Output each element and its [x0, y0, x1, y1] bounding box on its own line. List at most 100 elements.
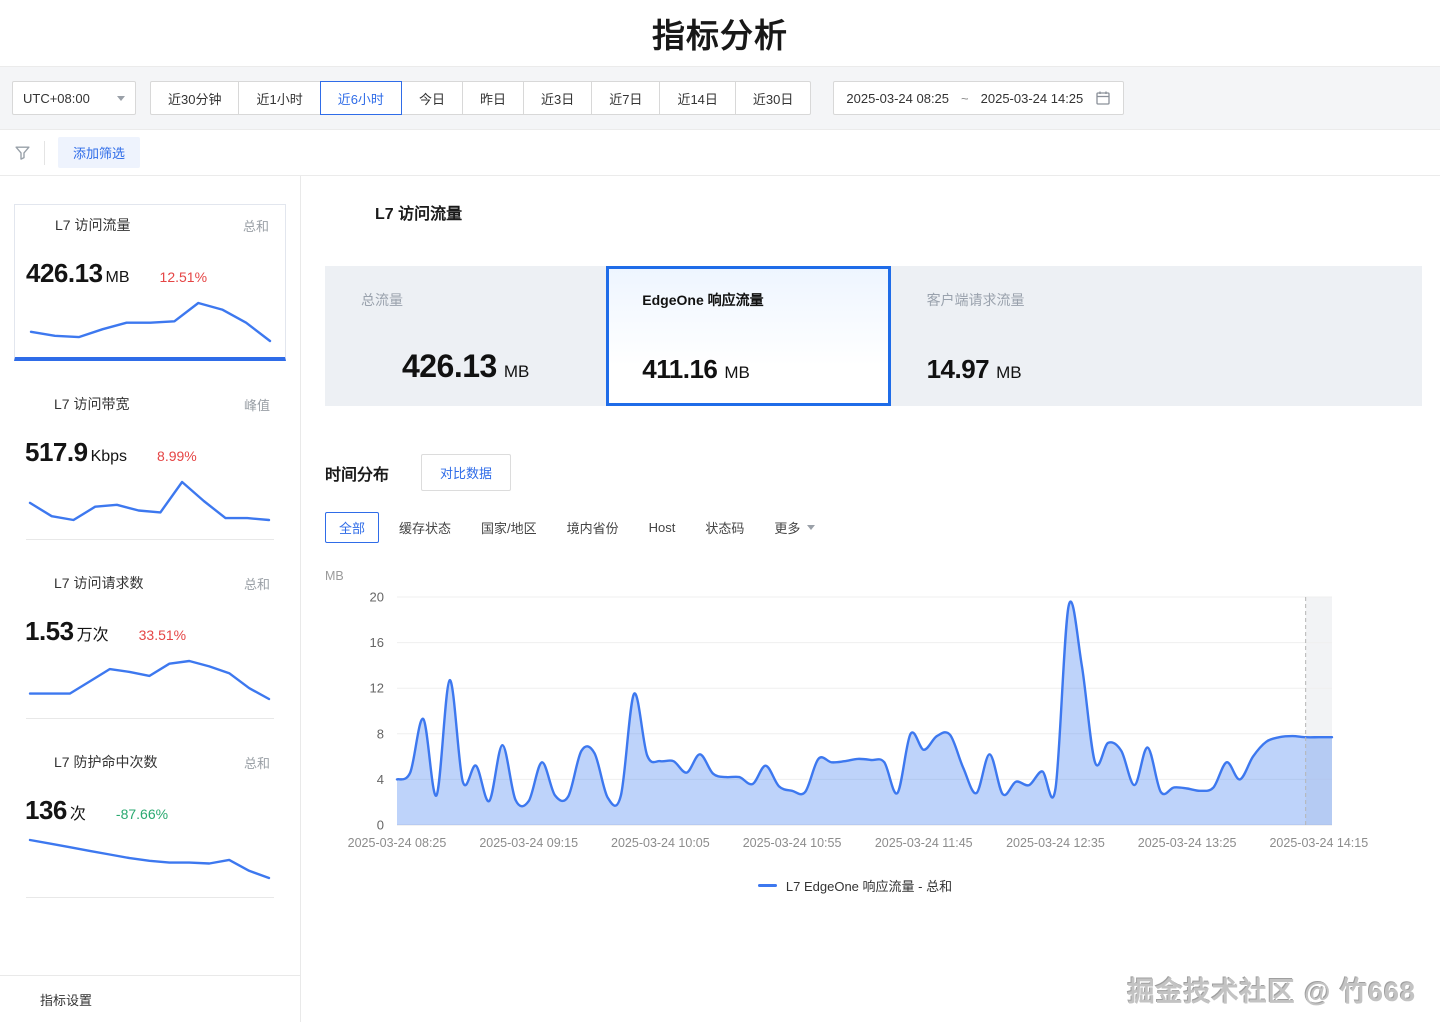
dimension-more-label: 更多 [774, 521, 801, 536]
metric-value-row: 1.53 万次 33.51% [14, 616, 286, 647]
timezone-value: UTC+08:00 [23, 90, 90, 106]
dimension-tab-1[interactable]: 缓存状态 [399, 521, 452, 536]
stat-tab-unit: MB [503, 362, 530, 381]
metric-value: 517.9 [25, 437, 88, 467]
metric-card-head: L7 访问请求数 总和 [14, 573, 286, 593]
metric-card-head: L7 防护命中次数 总和 [14, 752, 286, 772]
page-header: 指标分析 [0, 0, 1440, 66]
metric-card-1[interactable]: L7 访问带宽 峰值 517.9 Kbps 8.99% [14, 384, 286, 540]
metric-card-title: L7 访问流量 [55, 217, 131, 233]
dimension-tabs: 全部 缓存状态 国家/地区 境内省份 Host 状态码 更多 [325, 512, 1422, 543]
date-range-end: 2025-03-24 14:25 [980, 90, 1084, 106]
stat-tab-value-row: 426.13 MB [361, 348, 606, 385]
stat-tab-unit: MB [996, 363, 1022, 382]
dimension-tab-2[interactable]: 国家/地区 [481, 521, 537, 536]
chevron-down-icon [117, 95, 125, 101]
time-range-button-8[interactable]: 近30日 [734, 81, 812, 115]
date-range-start: 2025-03-24 08:25 [846, 90, 950, 106]
compare-data-button[interactable]: 对比数据 [421, 454, 512, 491]
time-range-button-6[interactable]: 近7日 [591, 81, 661, 115]
filter-bar: 添加筛选 [0, 130, 1440, 176]
metric-card-title: L7 访问带宽 [54, 396, 130, 412]
metric-sparkline [28, 480, 271, 522]
svg-text:2025-03-24 13:25: 2025-03-24 13:25 [1138, 836, 1237, 850]
metric-card-3[interactable]: L7 防护命中次数 总和 136 次 -87.66% [14, 742, 286, 898]
metric-card-title: L7 防护命中次数 [54, 754, 158, 770]
dimension-tab-3[interactable]: 境内省份 [566, 521, 619, 536]
svg-text:2025-03-24 10:55: 2025-03-24 10:55 [743, 836, 842, 850]
metric-sparkline [28, 838, 271, 880]
metric-unit: Kbps [90, 448, 128, 465]
chart-legend[interactable]: L7 EdgeOne 响应流量 - 总和 [325, 876, 1385, 895]
svg-text:2025-03-24 09:15: 2025-03-24 09:15 [479, 836, 578, 850]
time-range-button-3[interactable]: 今日 [400, 81, 463, 115]
y-axis-unit-label: MB [325, 569, 344, 583]
calendar-icon[interactable] [1095, 90, 1111, 106]
time-range-group: 近30分钟 近1小时 近6小时 今日 昨日 近3日 近7日 近14日 近30日 [150, 81, 812, 115]
svg-text:2025-03-24 08:25: 2025-03-24 08:25 [348, 836, 447, 850]
time-range-button-1[interactable]: 近1小时 [238, 81, 321, 115]
stat-tab-label: 客户端请求流量 [926, 292, 1025, 308]
funnel-icon[interactable] [14, 144, 31, 161]
metric-sparkline [28, 659, 271, 701]
stat-tab-value: 14.97 [926, 354, 990, 384]
stat-tab-value: 411.16 [642, 354, 718, 384]
sidebar-footer: 指标设置 [0, 975, 300, 1022]
chevron-down-icon [807, 525, 816, 530]
svg-text:16: 16 [370, 635, 384, 650]
page-title: 指标分析 [652, 17, 788, 54]
svg-text:2025-03-24 11:45: 2025-03-24 11:45 [875, 836, 973, 850]
time-toolbar: UTC+08:00 近30分钟 近1小时 近6小时 今日 昨日 近3日 近7日 近14日 近30… [0, 66, 1440, 130]
metric-delta: 33.51% [138, 627, 187, 643]
main-panel: L7 访问流量 总流量 426.13 MB EdgeOne 响应流量 411.16 MB 客… [301, 176, 1440, 1022]
metric-settings-link[interactable]: 指标设置 [40, 992, 93, 1008]
svg-text:2025-03-24 10:05: 2025-03-24 10:05 [611, 836, 710, 850]
dimension-more-dropdown[interactable]: 更多 [774, 518, 816, 537]
svg-text:4: 4 [377, 772, 384, 787]
svg-text:0: 0 [377, 818, 384, 833]
metric-agg-label: 总和 [242, 218, 269, 234]
distribution-title: 时间分布 [325, 466, 390, 484]
metric-value: 426.13 [26, 258, 103, 288]
add-filter-button[interactable]: 添加筛选 [58, 137, 141, 168]
dimension-tab-5[interactable]: 状态码 [705, 521, 745, 536]
stat-tab-1[interactable]: EdgeOne 响应流量 411.16 MB [606, 266, 891, 406]
dimension-tab-4[interactable]: Host [648, 520, 676, 535]
metric-card-2[interactable]: L7 访问请求数 总和 1.53 万次 33.51% [14, 563, 286, 719]
metric-sparkline [29, 301, 272, 343]
stat-tab-value-row: 14.97 MB [927, 354, 1422, 385]
stat-tab-2[interactable]: 客户端请求流量 14.97 MB [890, 266, 1423, 406]
content-area: L7 访问流量 总和 426.13 MB 12.51% L7 访问带宽 峰值 517.9 Kbp… [0, 176, 1440, 1022]
stat-tab-0[interactable]: 总流量 426.13 MB [325, 266, 607, 406]
legend-label: L7 EdgeOne 响应流量 - 总和 [785, 879, 953, 894]
stat-tab-label: 总流量 [361, 292, 403, 308]
svg-text:8: 8 [377, 726, 384, 741]
metric-sparkline-wrap [26, 478, 274, 540]
dimension-tab-0[interactable]: 全部 [325, 512, 380, 543]
time-range-button-4[interactable]: 昨日 [461, 81, 524, 115]
time-range-button-0[interactable]: 近30分钟 [150, 81, 240, 115]
metric-sparkline-wrap [27, 299, 273, 357]
section-title: L7 访问流量 [375, 206, 463, 223]
svg-text:20: 20 [370, 590, 384, 605]
metric-sparkline-wrap [26, 657, 274, 719]
metric-card-0[interactable]: L7 访问流量 总和 426.13 MB 12.51% [14, 204, 286, 361]
metric-card-head: L7 访问流量 总和 [15, 215, 285, 235]
metric-sparkline-wrap [26, 836, 274, 898]
legend-swatch [757, 883, 777, 888]
stat-tab-value-row: 411.16 MB [642, 354, 887, 385]
metric-value: 136 [25, 795, 67, 825]
metric-unit: 次 [69, 806, 86, 823]
divider [44, 140, 45, 165]
timezone-select[interactable]: UTC+08:00 [12, 81, 136, 115]
time-range-button-7[interactable]: 近14日 [659, 81, 736, 115]
metric-delta: -87.66% [115, 806, 169, 822]
time-range-button-2[interactable]: 近6小时 [319, 81, 402, 115]
time-range-button-5[interactable]: 近3日 [522, 81, 593, 115]
stat-tab-label: EdgeOne 响应流量 [642, 292, 764, 308]
svg-text:2025-03-24 12:35: 2025-03-24 12:35 [1006, 836, 1105, 850]
date-range-picker[interactable]: 2025-03-24 08:25 ~ 2025-03-24 14:25 [833, 81, 1125, 115]
traffic-stat-tabs: 总流量 426.13 MB EdgeOne 响应流量 411.16 MB 客户端请求流量 14… [325, 266, 1423, 406]
svg-text:2025-03-24 14:15: 2025-03-24 14:15 [1269, 836, 1368, 850]
